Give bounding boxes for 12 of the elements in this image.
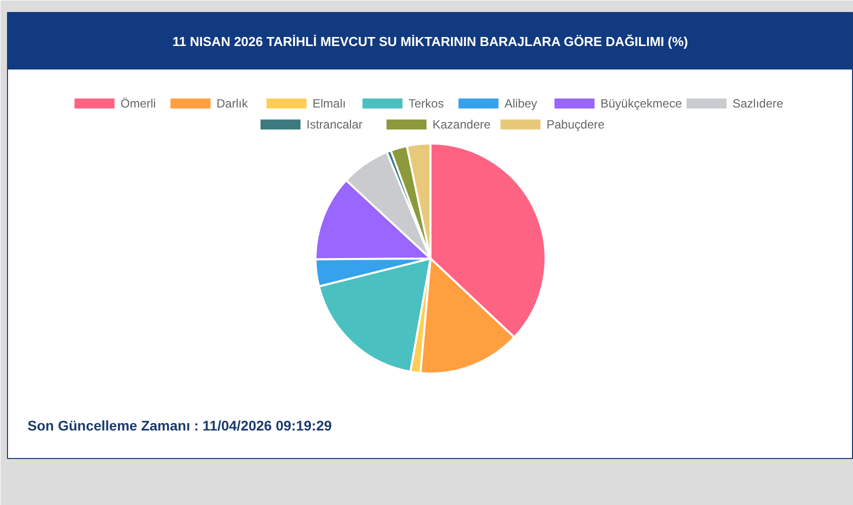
legend-label: Elmalı: [312, 96, 346, 110]
legend-label: Pabuçdere: [546, 118, 605, 132]
legend-label: Ömerli: [120, 96, 156, 110]
text: Son Güncelleme Zamanı : 11/04/2026 09:19:29: [28, 418, 332, 434]
legend-label: Istrancalar: [306, 118, 363, 132]
legend-label: Sazlıdere: [732, 96, 784, 110]
legend-label: Kazandere: [432, 118, 491, 132]
legend-label: Darlık: [216, 96, 249, 110]
legend-label: Terkos: [408, 96, 444, 110]
chart-title: 11 NISAN 2026 TARİHLİ MEVCUT SU MİKTARININ BARAJLARA GÖRE DAĞILIMI (%): [172, 34, 688, 49]
legend-label: Büyükçekmece: [600, 96, 682, 110]
legend-label: Alibey: [504, 96, 538, 110]
